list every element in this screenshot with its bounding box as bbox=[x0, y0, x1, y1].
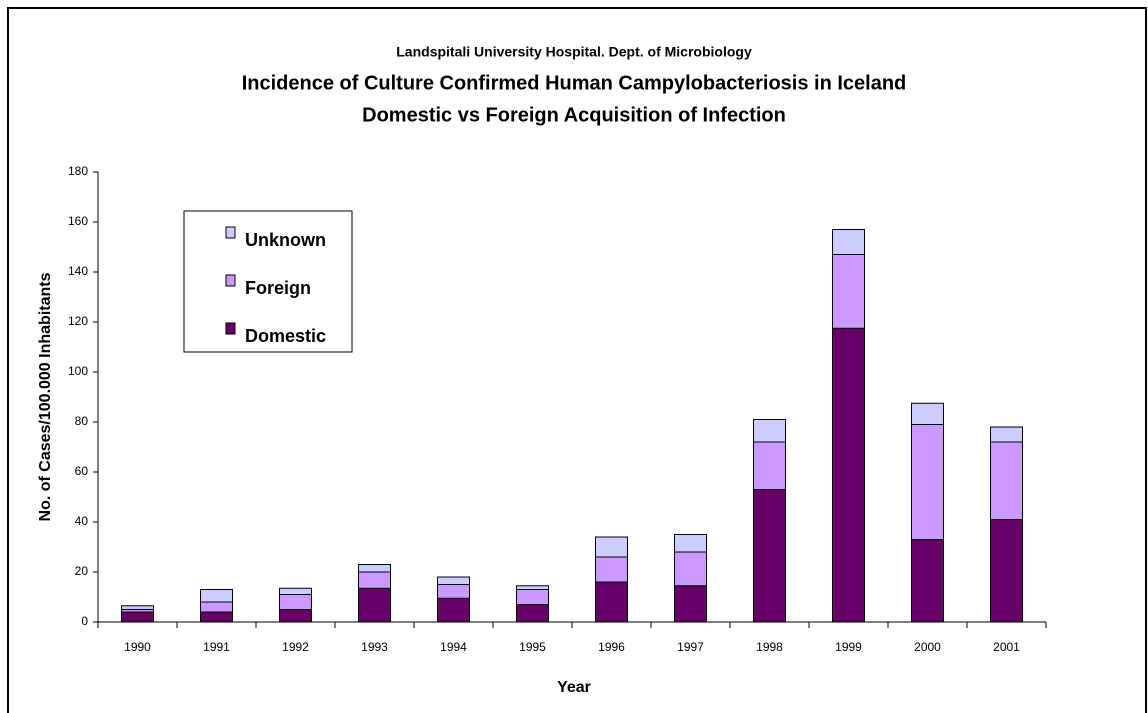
bar-segment bbox=[753, 441, 786, 490]
y-tick-label: 180 bbox=[68, 164, 88, 178]
bar-segment bbox=[200, 589, 233, 603]
y-axis-label: No. of Cases/100.000 Inhabitants bbox=[37, 272, 54, 521]
x-tick-label: 1994 bbox=[440, 640, 467, 654]
bar-segment bbox=[437, 597, 470, 623]
bar-segment bbox=[516, 585, 549, 590]
x-axis-label: Year bbox=[557, 679, 591, 696]
legend-swatch bbox=[225, 322, 236, 335]
bar-segment bbox=[753, 419, 786, 443]
x-tick-label: 1990 bbox=[124, 640, 151, 654]
bar-segment bbox=[516, 604, 549, 623]
chart-border bbox=[7, 7, 1147, 713]
legend-swatch bbox=[225, 226, 236, 239]
bar-segment bbox=[279, 609, 312, 623]
bar-segment bbox=[832, 327, 865, 623]
y-tick-label: 60 bbox=[75, 464, 89, 478]
y-tick-label: 0 bbox=[81, 614, 88, 628]
legend-swatch bbox=[225, 274, 236, 287]
bar-segment bbox=[200, 611, 233, 623]
x-tick-label: 1992 bbox=[282, 640, 309, 654]
bar-segment bbox=[358, 571, 391, 589]
x-tick-label: 2000 bbox=[914, 640, 941, 654]
chart-title: Incidence of Culture Confirmed Human Cam… bbox=[242, 72, 907, 94]
bar-segment bbox=[911, 402, 944, 425]
bar-segment bbox=[832, 229, 865, 255]
bar-segment bbox=[990, 441, 1023, 520]
bar-segment bbox=[911, 424, 944, 540]
x-tick-label: 1995 bbox=[519, 640, 546, 654]
y-tick-label: 120 bbox=[68, 314, 88, 328]
x-tick-label: 1999 bbox=[835, 640, 862, 654]
bar-segment bbox=[437, 584, 470, 599]
bar-segment bbox=[200, 601, 233, 613]
x-tick-label: 1996 bbox=[598, 640, 625, 654]
legend-box bbox=[183, 210, 353, 353]
bar-segment bbox=[753, 489, 786, 623]
bar-segment bbox=[358, 587, 391, 623]
bar-segment bbox=[121, 605, 154, 610]
bar-segment bbox=[674, 551, 707, 587]
x-tick-label: 1997 bbox=[677, 640, 704, 654]
bar-segment bbox=[832, 254, 865, 329]
legend-label: Domestic bbox=[245, 326, 326, 346]
bar-segment bbox=[279, 587, 312, 595]
chart-source: Landspitali University Hospital. Dept. o… bbox=[396, 44, 752, 60]
x-tick-label: 1998 bbox=[756, 640, 783, 654]
bar-segment bbox=[437, 576, 470, 585]
bar-segment bbox=[674, 534, 707, 553]
bar-segment bbox=[516, 589, 549, 605]
y-tick-label: 140 bbox=[68, 264, 88, 278]
bar-segment bbox=[121, 611, 154, 623]
legend-label: Foreign bbox=[245, 278, 311, 298]
bar-segment bbox=[595, 581, 628, 623]
bar-segment bbox=[990, 519, 1023, 623]
bar-segment bbox=[595, 536, 628, 558]
y-tick-label: 100 bbox=[68, 364, 88, 378]
bar-segment bbox=[911, 539, 944, 623]
x-tick-label: 1993 bbox=[361, 640, 388, 654]
y-tick-label: 80 bbox=[75, 414, 89, 428]
x-tick-label: 1991 bbox=[203, 640, 230, 654]
bar-segment bbox=[674, 585, 707, 623]
y-tick-label: 160 bbox=[68, 214, 88, 228]
bar-segment bbox=[990, 426, 1023, 443]
bar-segment bbox=[358, 564, 391, 573]
bar-segment bbox=[595, 556, 628, 583]
bar-segment bbox=[279, 594, 312, 610]
legend-label: Unknown bbox=[245, 230, 326, 250]
y-tick-label: 40 bbox=[75, 514, 89, 528]
y-tick-label: 20 bbox=[75, 564, 89, 578]
x-tick-label: 2001 bbox=[993, 640, 1020, 654]
chart-subtitle: Domestic vs Foreign Acquisition of Infec… bbox=[362, 104, 786, 126]
